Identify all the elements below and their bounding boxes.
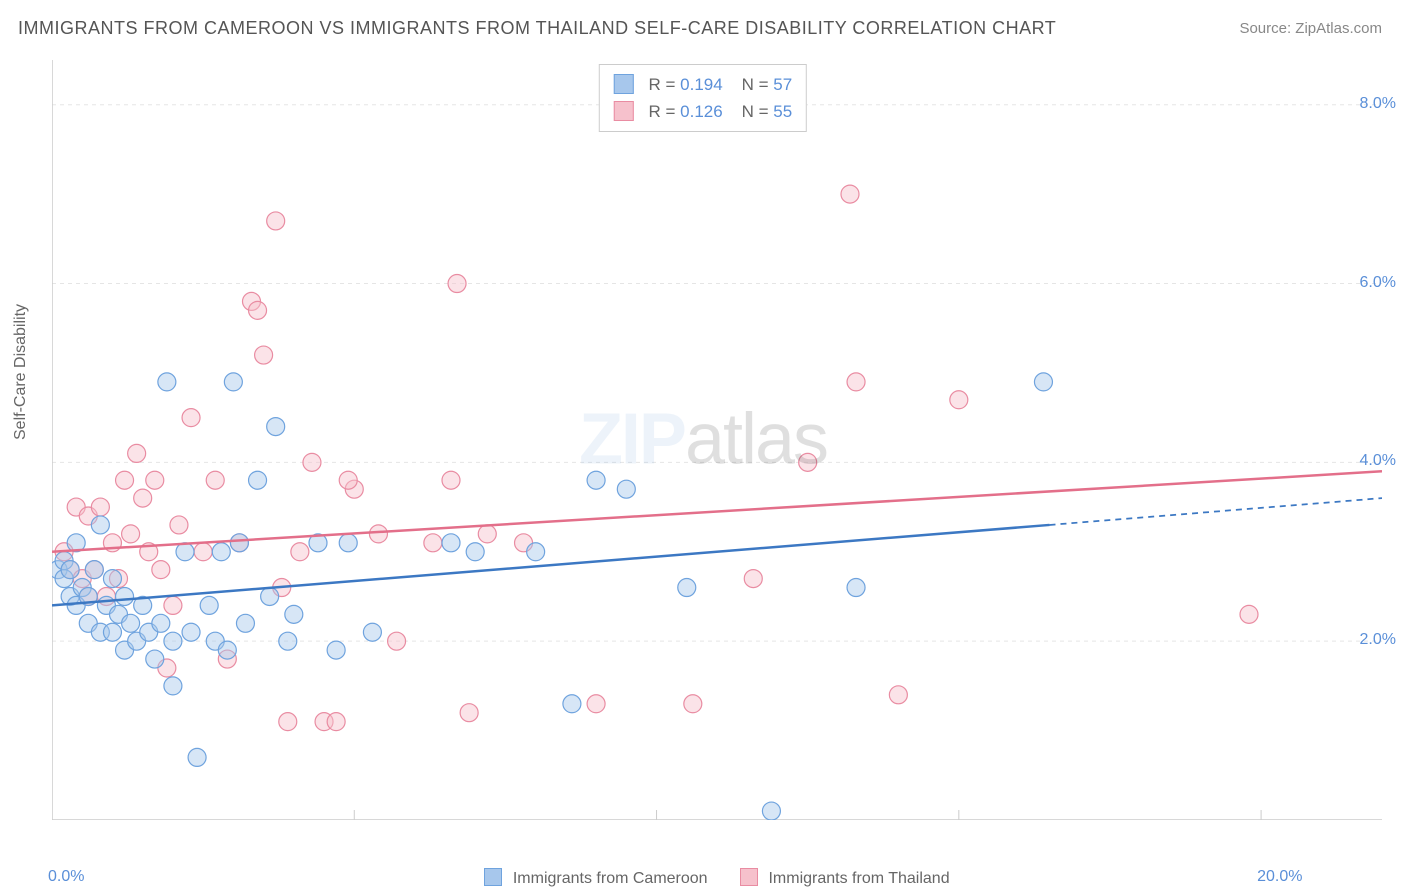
legend-swatch-cameroon [484, 868, 502, 886]
plot-area [52, 60, 1382, 820]
chart-title: IMMIGRANTS FROM CAMEROON VS IMMIGRANTS F… [18, 18, 1056, 39]
n-label: N = [742, 102, 769, 121]
legend-swatch-thailand [614, 101, 634, 121]
series-legend: Immigrants from Cameroon Immigrants from… [0, 868, 1406, 888]
chart-container: IMMIGRANTS FROM CAMEROON VS IMMIGRANTS F… [0, 0, 1406, 892]
r-label: R = [649, 102, 676, 121]
source-attribution: Source: ZipAtlas.com [1239, 20, 1382, 37]
y-tick-label: 4.0% [1360, 452, 1396, 470]
legend-label-thailand: Immigrants from Thailand [768, 870, 949, 887]
n-value: 57 [773, 75, 792, 94]
r-value: 0.126 [680, 102, 723, 121]
scatter-chart-svg [52, 60, 1382, 820]
legend-row-1: R = 0.194 N = 57 [614, 71, 792, 98]
correlation-legend: R = 0.194 N = 57 R = 0.126 N = 55 [599, 64, 807, 132]
legend-label-cameroon: Immigrants from Cameroon [513, 870, 708, 887]
y-axis-label: Self-Care Disability [12, 304, 30, 440]
legend-swatch-cameroon [614, 74, 634, 94]
n-label: N = [742, 75, 769, 94]
legend-swatch-thailand [740, 868, 758, 886]
legend-row-2: R = 0.126 N = 55 [614, 98, 792, 125]
y-tick-label: 2.0% [1360, 631, 1396, 649]
y-tick-label: 6.0% [1360, 274, 1396, 292]
y-tick-label: 8.0% [1360, 95, 1396, 113]
x-tick-label: 20.0% [1257, 868, 1302, 886]
n-value: 55 [773, 102, 792, 121]
r-value: 0.194 [680, 75, 723, 94]
x-tick-label: 0.0% [48, 868, 84, 886]
r-label: R = [649, 75, 676, 94]
